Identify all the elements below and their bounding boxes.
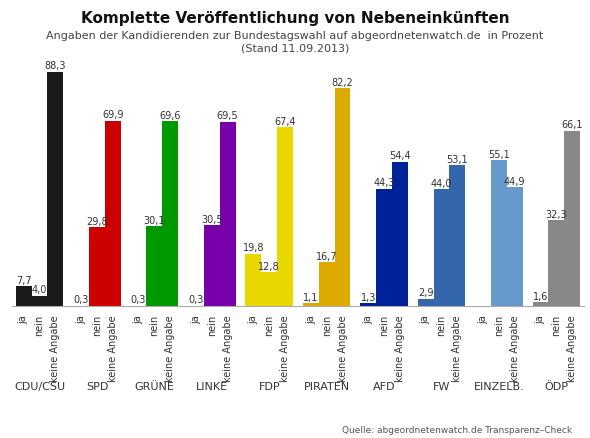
Bar: [549, 221, 564, 307]
Text: GRÜNE: GRÜNE: [135, 381, 174, 391]
Bar: [303, 304, 319, 307]
Bar: [219, 122, 235, 307]
Text: 30,1: 30,1: [143, 215, 165, 226]
Bar: [319, 262, 335, 307]
Bar: [392, 162, 408, 307]
Text: (Stand 11.09.2013): (Stand 11.09.2013): [241, 44, 349, 54]
Text: 0,3: 0,3: [73, 294, 89, 304]
Bar: [146, 227, 162, 307]
Text: 1,1: 1,1: [303, 293, 319, 302]
Bar: [450, 166, 466, 307]
Bar: [277, 128, 293, 307]
Bar: [376, 189, 392, 307]
Text: 19,8: 19,8: [242, 243, 264, 253]
Text: 7,7: 7,7: [16, 275, 31, 285]
Text: 2,9: 2,9: [418, 288, 434, 297]
Text: Angaben der Kandidierenden zur Bundestagswahl auf abgeordnetenwatch.de  in Proze: Angaben der Kandidierenden zur Bundestag…: [47, 31, 543, 41]
Bar: [188, 306, 204, 307]
Text: 55,1: 55,1: [488, 149, 510, 159]
Text: FW: FW: [433, 381, 450, 391]
Text: AFD: AFD: [373, 381, 395, 391]
Bar: [261, 273, 277, 307]
Text: ÖDP: ÖDP: [545, 381, 568, 391]
Text: 82,2: 82,2: [332, 78, 353, 87]
Bar: [245, 254, 261, 307]
Text: 44,3: 44,3: [373, 178, 395, 188]
Bar: [335, 88, 350, 307]
Text: EINZELB.: EINZELB.: [474, 381, 525, 391]
Bar: [204, 226, 219, 307]
Text: 0,3: 0,3: [188, 294, 204, 304]
Text: FDP: FDP: [258, 381, 280, 391]
Text: 69,9: 69,9: [102, 110, 123, 120]
Text: 4,0: 4,0: [32, 285, 47, 295]
Bar: [16, 286, 32, 307]
Bar: [491, 160, 507, 307]
Text: 54,4: 54,4: [389, 151, 411, 161]
Text: 67,4: 67,4: [274, 117, 296, 127]
Bar: [130, 306, 146, 307]
Text: LINKE: LINKE: [196, 381, 228, 391]
Text: 69,6: 69,6: [159, 111, 181, 121]
Text: 44,0: 44,0: [431, 179, 453, 189]
Bar: [162, 122, 178, 307]
Text: 0,3: 0,3: [131, 294, 146, 304]
Bar: [507, 187, 523, 307]
Text: 32,3: 32,3: [546, 210, 567, 219]
Text: 30,5: 30,5: [201, 215, 222, 224]
Bar: [360, 303, 376, 307]
Text: 66,1: 66,1: [562, 120, 583, 130]
Bar: [434, 190, 450, 307]
Text: Quelle: abgeordnetenwatch.de Transparenz–Check: Quelle: abgeordnetenwatch.de Transparenz…: [342, 425, 572, 434]
Text: 1,6: 1,6: [533, 291, 548, 301]
Text: 29,8: 29,8: [86, 216, 108, 226]
Bar: [89, 228, 105, 307]
Text: 12,8: 12,8: [258, 261, 280, 271]
Bar: [105, 121, 121, 307]
Text: SPD: SPD: [86, 381, 108, 391]
Text: Komplette Veröffentlichung von Nebeneinkünften: Komplette Veröffentlichung von Nebeneink…: [81, 11, 509, 26]
Bar: [533, 302, 549, 307]
Text: 69,5: 69,5: [217, 111, 238, 121]
Bar: [32, 296, 47, 307]
Text: CDU/CSU: CDU/CSU: [14, 381, 65, 391]
Bar: [47, 73, 63, 307]
Bar: [564, 131, 580, 307]
Text: 44,9: 44,9: [504, 176, 526, 186]
Bar: [418, 299, 434, 307]
Text: 53,1: 53,1: [447, 155, 468, 165]
Text: PIRATEN: PIRATEN: [304, 381, 350, 391]
Text: 1,3: 1,3: [360, 292, 376, 302]
Bar: [73, 306, 89, 307]
Text: 88,3: 88,3: [45, 61, 66, 71]
Text: 16,7: 16,7: [316, 251, 337, 261]
